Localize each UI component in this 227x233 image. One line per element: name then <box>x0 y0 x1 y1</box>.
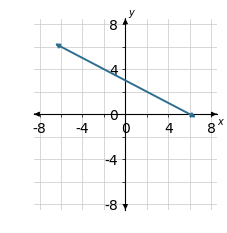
Text: y: y <box>127 7 133 17</box>
Text: x: x <box>216 117 222 127</box>
